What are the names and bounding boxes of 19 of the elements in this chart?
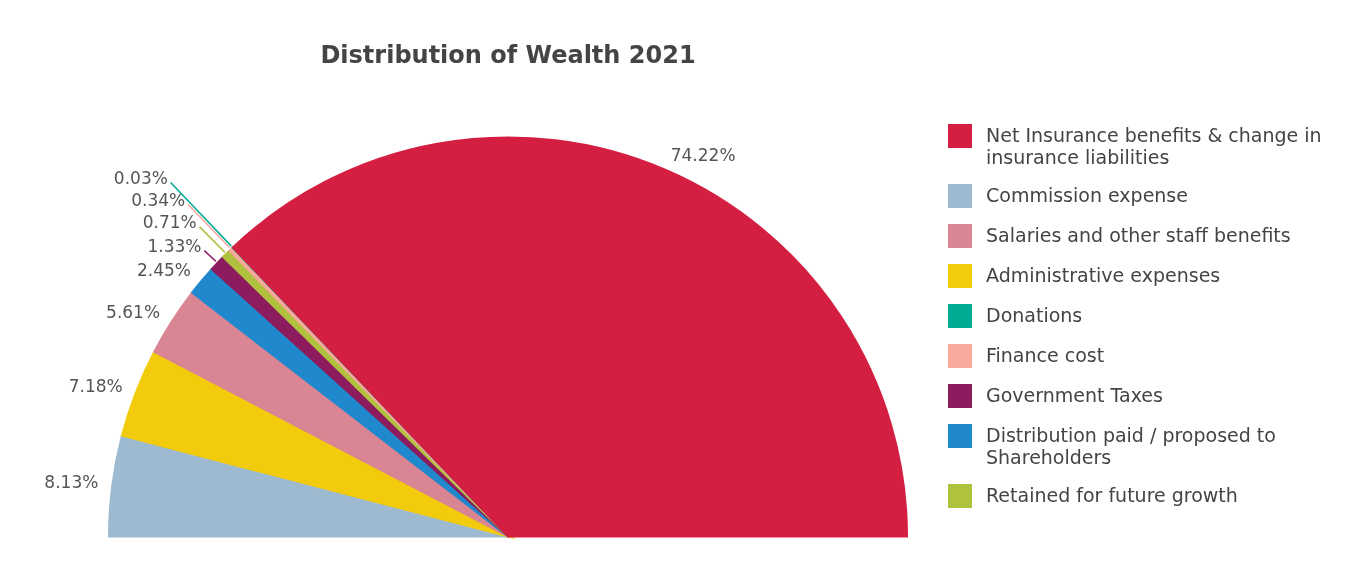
chart-title: Distribution of Wealth 2021: [320, 40, 696, 69]
legend-label: Donations: [986, 303, 1083, 326]
legend-label: Salaries and other staff benefits: [986, 223, 1291, 246]
legend-label: Government Taxes: [986, 383, 1163, 406]
data-label: 7.18%: [68, 376, 123, 397]
legend-label: Commission expense: [986, 183, 1188, 206]
data-label: 0.34%: [131, 190, 186, 211]
data-label: 2.45%: [136, 260, 191, 281]
data-label: 1.33%: [147, 236, 202, 257]
legend-label: Distribution paid / proposed to Shareholders: [986, 423, 1277, 468]
data-label: 0.03%: [113, 167, 168, 188]
legend-label: Finance cost: [986, 343, 1105, 366]
legend-label: Retained for future growth: [986, 483, 1238, 506]
data-label: 5.61%: [106, 302, 161, 323]
legend-label: Net Insurance benefits & change in insurance liabilities: [986, 123, 1323, 168]
data-label: 0.71%: [142, 212, 197, 233]
legend-label: Administrative expenses: [986, 263, 1221, 286]
data-label: 74.22%: [670, 145, 736, 166]
data-label: 8.13%: [44, 472, 99, 493]
